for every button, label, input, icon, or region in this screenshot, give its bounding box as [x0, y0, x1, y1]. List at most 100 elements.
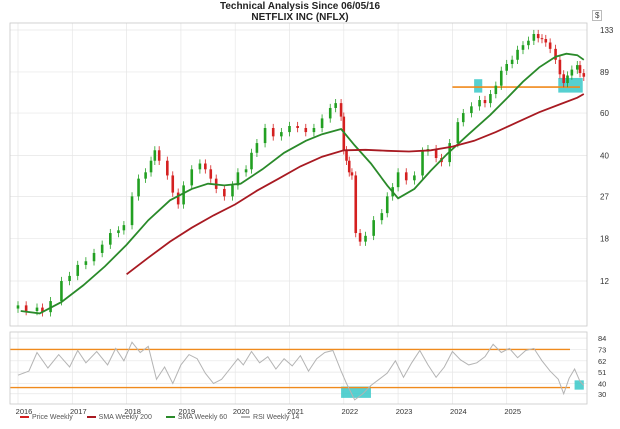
price-candle [271, 127, 275, 137]
price-candle [461, 113, 465, 123]
price-candle [236, 172, 240, 186]
y-tick-labels: 12 18 27 40 60 89 133 30 40 51 62 73 84 [598, 26, 614, 399]
price-y-tick-label: 27 [600, 192, 609, 201]
legend-item-rsi: RSI Weekly 14 [241, 414, 299, 421]
x-tick-label: 2020 [233, 407, 250, 416]
price-candle [544, 39, 548, 43]
price-candle [494, 85, 498, 95]
price-candle [328, 107, 332, 119]
price-candle [182, 185, 185, 205]
price-candle [76, 264, 80, 276]
price-candle [527, 40, 530, 46]
price-candle [204, 163, 207, 170]
price-candle [334, 103, 337, 108]
price-y-tick-label: 60 [600, 109, 609, 118]
price-candle [190, 169, 194, 186]
price-candle [434, 149, 438, 159]
price-candle [358, 233, 362, 242]
price-candle [244, 169, 248, 173]
price-candle [354, 175, 358, 234]
rsi-y-tick-label: 30 [598, 390, 606, 399]
price-candle [554, 48, 557, 60]
price-candle [100, 244, 104, 253]
price-candle [312, 127, 316, 133]
price-candle [516, 49, 519, 60]
price-candle [209, 169, 213, 179]
price-candle [149, 160, 153, 173]
sma-200-line [126, 93, 585, 276]
price-y-tick-label: 12 [600, 277, 609, 286]
price-candle [320, 118, 324, 128]
price-y-tick-label: 18 [600, 235, 609, 244]
price-candle [122, 225, 126, 231]
rsi-zones [341, 380, 584, 398]
chart-title: Technical Analysis Since 06/05/16 [219, 1, 381, 12]
price-candle [280, 132, 283, 137]
price-candle [364, 235, 367, 242]
price-candle [130, 196, 134, 226]
price-candle [84, 261, 88, 265]
price-candle [558, 59, 562, 75]
price-candle [304, 127, 308, 133]
rsi-y-tick-label: 40 [598, 379, 606, 388]
price-candle [566, 75, 569, 84]
price-candle [505, 64, 508, 71]
price-candle [166, 160, 169, 176]
x-tick-label: 2024 [450, 407, 467, 416]
price-candle [137, 178, 140, 197]
price-candle [263, 127, 267, 144]
price-candle [404, 172, 408, 181]
x-tick-label: 2022 [341, 407, 358, 416]
price-candle [49, 301, 52, 313]
price-candle [347, 160, 351, 173]
price-candle [109, 233, 112, 245]
price-candle [41, 307, 44, 313]
price-candle [510, 59, 514, 65]
x-tick-label: 2016 [16, 407, 33, 416]
price-candle [578, 65, 582, 74]
price-panel-frame [9, 22, 588, 327]
price-candle [413, 175, 416, 181]
price-candle [345, 150, 348, 161]
price-candle [582, 73, 586, 77]
legend-item-sma200: SMA Weekly 200 [86, 414, 152, 421]
x-tick-label: 2017 [70, 407, 87, 416]
price-candle [255, 143, 259, 153]
legend-sma200-label: SMA Weekly 200 [98, 414, 152, 421]
x-tick-label: 2023 [396, 407, 413, 416]
price-candle [562, 74, 566, 84]
rsi-line-group [17, 341, 585, 401]
chart-subtitle: NETFLIX INC (NFLX) [251, 12, 349, 23]
price-candle [456, 122, 460, 144]
price-candle [231, 185, 234, 197]
currency-badge: $ [592, 10, 603, 21]
rsi-panel-frame [9, 331, 588, 405]
x-tick-label: 2018 [124, 407, 141, 416]
price-candle [396, 172, 400, 188]
price-candle [380, 213, 384, 221]
legend-item-price: Price Weekly [20, 414, 73, 421]
price-candle [536, 33, 540, 39]
legend-rsi-label: RSI Weekly 14 [253, 414, 300, 421]
price-candle [421, 151, 424, 176]
price-candle [521, 45, 525, 50]
price-candle [499, 70, 503, 86]
price-candle [153, 150, 157, 161]
price-candle [540, 38, 544, 40]
x-tick-label: 2025 [504, 407, 521, 416]
price-zone-highlight [474, 79, 483, 93]
rsi-y-tick-label: 51 [598, 368, 606, 377]
price-candle [288, 126, 291, 133]
x-tick-label: 2021 [287, 407, 304, 416]
price-candle [144, 172, 147, 179]
price-candle [296, 126, 299, 128]
price-candle [478, 100, 481, 107]
price-candles [16, 29, 586, 317]
price-candle [532, 33, 536, 41]
price-zone-highlight [558, 77, 583, 93]
price-candle [117, 230, 120, 234]
sma-60-line [20, 52, 585, 315]
rsi-line [17, 341, 585, 401]
